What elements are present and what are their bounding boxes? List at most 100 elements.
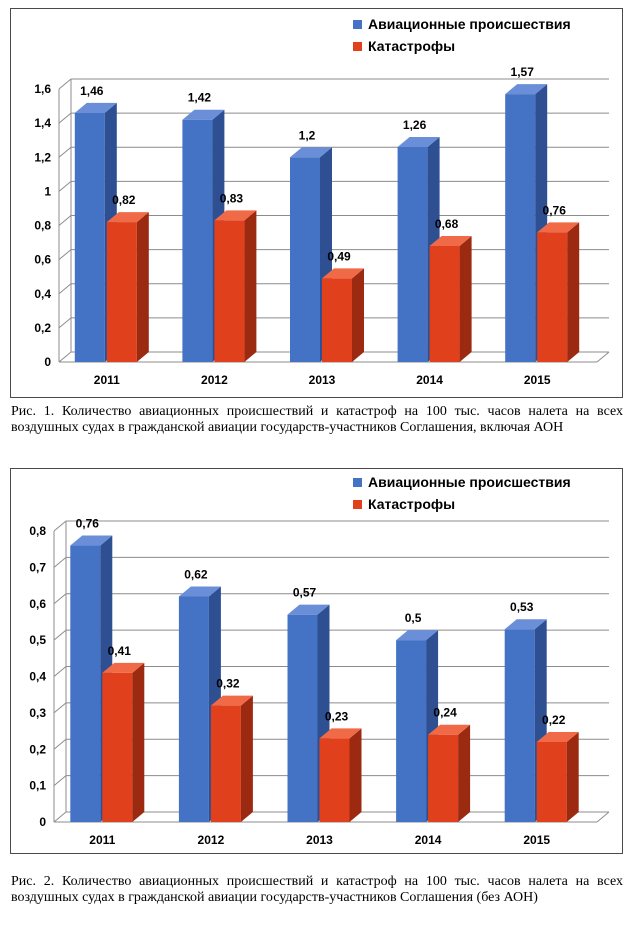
y-tick-label: 0,5 [29,633,46,647]
bar-top-accidents-2015 [505,84,548,95]
bar-side-catastrophes-2015 [566,731,579,822]
bar-top-catastrophes-2012 [214,210,257,221]
bar-accidents-2014 [396,640,427,822]
bar-side-catastrophes-2013 [352,268,364,362]
bar-side-catastrophes-2012 [244,210,257,362]
bar-accidents-2012 [178,596,209,822]
legend-label-catastrophes: Катастрофы [368,496,456,512]
data-label: 0,32 [216,677,240,691]
data-label: 0,83 [220,191,244,205]
chart-2: Авиационные происшествия Катастрофы 0 0,1… [10,468,623,854]
y-tick-label: 0 [39,815,46,829]
bar-accidents-2014 [397,147,428,362]
legend-swatch-accidents [353,477,362,487]
bar-accidents-2011 [74,112,105,362]
gridline-side [53,629,67,641]
chart-2-legend: Авиационные происшествия Катастрофы [353,471,571,515]
data-label: 1,57 [511,65,535,79]
bar-catastrophes-2015 [537,232,568,362]
y-tick-label: 0 [44,355,51,369]
chart-1-plot: 0 0,2 0,4 0,6 0,8 1 1,2 1,4 1,6 1,46 0,82 2011 1,42 0… [34,65,610,387]
bar-accidents-2013 [290,157,320,362]
gridline-side [53,520,67,532]
bar-top-accidents-2011 [70,535,113,546]
y-tick-label: 0,2 [29,742,46,756]
y-tick-label: 0,7 [29,560,46,574]
gridline-side [58,112,72,124]
figure-2-caption: Рис. 2. Количество авиационных происшест… [11,874,623,905]
bar-side-catastrophes-2012 [240,695,253,822]
legend-label-catastrophes: Катастрофы [368,38,456,54]
x-tick-label: 2011 [89,833,115,847]
bar-side-catastrophes-2014 [458,724,471,822]
y-tick-label: 1 [44,184,51,198]
bar-catastrophes-2011 [106,222,137,362]
gridline-side [58,215,72,226]
gridline-side [58,78,72,90]
data-label: 0,49 [327,249,351,263]
bar-top-catastrophes-2013 [322,268,364,279]
chart-1-legend: Авиационные происшествия Катастрофы [353,13,571,57]
bar-catastrophes-2014 [429,245,460,362]
gridline-side [53,775,67,787]
x-tick-label: 2012 [201,373,228,387]
bar-accidents-2015 [505,94,536,363]
legend-item-catastrophes: Катастрофы [353,35,571,57]
data-label: 0,53 [510,600,534,614]
y-tick-label: 0,2 [34,321,51,335]
data-label: 1,46 [80,84,104,98]
bar-side-catastrophes-2014 [459,235,472,362]
bar-top-accidents-2013 [290,147,332,158]
legend-label-accidents: Авиационные происшествия [368,474,571,490]
y-tick-label: 0,6 [29,597,46,611]
bar-top-catastrophes-2014 [428,724,471,735]
data-label: 0,41 [108,644,132,658]
data-label: 0,22 [542,713,566,727]
gridline-side [58,180,72,192]
bar-accidents-2012 [182,119,213,363]
gridline-side [53,738,67,750]
legend-swatch-catastrophes [353,499,362,509]
bar-top-accidents-2011 [74,102,117,113]
figure-1-caption: Рис. 1. Количество авиационных происшест… [11,404,623,435]
bar-accidents-2015 [504,629,535,822]
gridline-side [53,556,67,568]
bar-top-catastrophes-2012 [210,695,253,706]
chart-1: Авиационные происшествия Катастрофы 0 0,2… [10,8,623,398]
bar-top-catastrophes-2015 [536,731,579,742]
bar-side-catastrophes-2011 [132,662,145,822]
bar-accidents-2013 [287,614,318,822]
data-label: 0,68 [435,217,459,231]
legend-swatch-accidents [353,19,362,29]
bar-catastrophes-2013 [319,738,350,822]
legend-item-catastrophes: Катастрофы [353,493,571,515]
bar-side-catastrophes-2011 [136,212,149,362]
bar-top-catastrophes-2011 [106,212,149,223]
data-label: 0,24 [433,706,457,720]
gridline-side [53,702,67,714]
data-label: 0,76 [76,517,100,531]
data-label: 0,62 [184,567,208,581]
bar-top-accidents-2015 [504,619,547,630]
gridline-side [53,811,67,823]
data-label: 0,76 [543,203,567,217]
data-label: 0,5 [405,611,422,625]
y-tick-label: 0,6 [34,253,51,267]
bar-top-accidents-2014 [397,137,440,148]
data-label: 0,57 [293,586,317,600]
bar-catastrophes-2011 [102,672,133,822]
data-label: 1,26 [403,118,427,132]
bar-top-accidents-2012 [182,109,225,120]
y-tick-label: 0,4 [29,670,46,684]
bar-top-catastrophes-2011 [102,662,145,673]
x-tick-label: 2014 [415,833,442,847]
bar-catastrophes-2015 [536,741,567,822]
y-tick-label: 1,2 [34,150,51,164]
y-tick-label: 1,4 [34,116,51,130]
y-tick-label: 0,1 [29,779,46,793]
data-label: 0,82 [112,193,136,207]
bar-catastrophes-2014 [428,734,459,822]
bar-catastrophes-2012 [210,705,241,822]
floor-right-edge [596,351,610,363]
data-label: 0,23 [325,709,349,723]
